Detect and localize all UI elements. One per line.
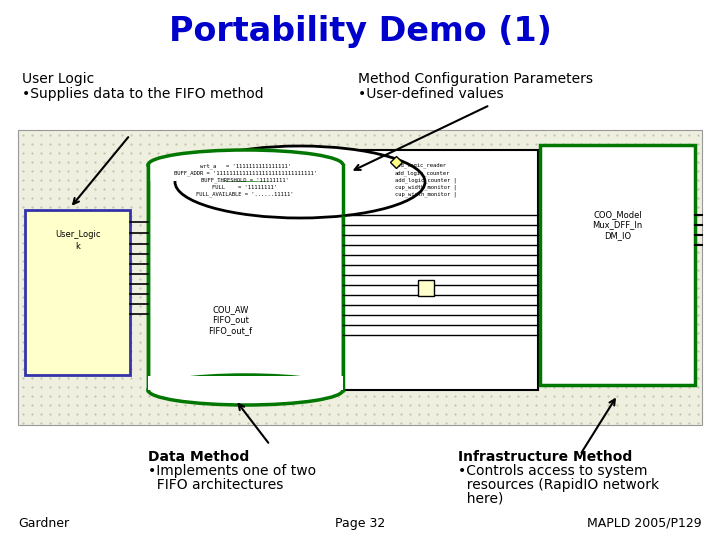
- Text: here): here): [458, 492, 503, 506]
- FancyBboxPatch shape: [418, 280, 434, 296]
- FancyBboxPatch shape: [148, 376, 343, 390]
- Text: User Logic: User Logic: [22, 72, 94, 86]
- Text: MAPLD 2005/P129: MAPLD 2005/P129: [588, 517, 702, 530]
- Text: Gardner: Gardner: [18, 517, 69, 530]
- Text: •Controls access to system: •Controls access to system: [458, 464, 647, 478]
- Ellipse shape: [175, 146, 425, 218]
- FancyBboxPatch shape: [25, 210, 130, 375]
- Ellipse shape: [148, 375, 343, 405]
- FancyBboxPatch shape: [18, 130, 702, 425]
- Text: •User-defined values: •User-defined values: [358, 87, 503, 101]
- Text: k: k: [75, 242, 80, 251]
- Text: Infrastructure Method: Infrastructure Method: [458, 450, 632, 464]
- Text: Portability Demo (1): Portability Demo (1): [168, 16, 552, 49]
- Text: Page 32: Page 32: [335, 517, 385, 530]
- Text: COU_AW
FIFO_out
FIFO_out_f: COU_AW FIFO_out FIFO_out_f: [208, 305, 253, 335]
- Text: wrt_a   = '1111111111111111'
BUFF_ADDR = '111111111111111111111111111111'
BUFF_T: wrt_a = '1111111111111111' BUFF_ADDR = '…: [174, 163, 317, 197]
- Text: User_Logic: User_Logic: [55, 230, 100, 239]
- Text: Method Configuration Parameters: Method Configuration Parameters: [358, 72, 593, 86]
- FancyBboxPatch shape: [540, 145, 695, 385]
- Text: •Implements one of two: •Implements one of two: [148, 464, 316, 478]
- Text: •Supplies data to the FIFO method: •Supplies data to the FIFO method: [22, 87, 264, 101]
- FancyBboxPatch shape: [148, 165, 343, 181]
- FancyBboxPatch shape: [343, 150, 538, 390]
- FancyBboxPatch shape: [148, 165, 343, 390]
- Text: FIFO architectures: FIFO architectures: [148, 478, 284, 492]
- Text: add_logic_reader
add_logic_counter
add_logic_counter |
cup_width_monitor |
cup_w: add_logic_reader add_logic_counter add_l…: [395, 163, 456, 197]
- Text: COO_Model
Mux_DFF_In
DM_IO: COO_Model Mux_DFF_In DM_IO: [593, 210, 643, 240]
- Ellipse shape: [148, 150, 343, 180]
- Text: resources (RapidIO network: resources (RapidIO network: [458, 478, 659, 492]
- Text: Data Method: Data Method: [148, 450, 249, 464]
